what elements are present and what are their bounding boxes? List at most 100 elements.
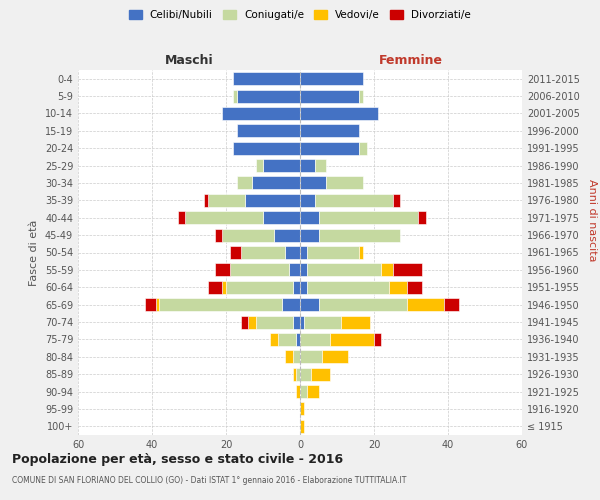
Bar (185, 211, 263, 224)
Bar (319, 228, 400, 241)
Bar (300, 402, 304, 415)
Bar (271, 333, 278, 346)
Bar (300, 420, 304, 433)
Bar (256, 159, 263, 172)
Bar (319, 211, 418, 224)
Bar (278, 333, 296, 346)
Bar (300, 280, 307, 294)
Bar (248, 316, 256, 328)
Text: Maschi: Maschi (164, 54, 214, 66)
Legend: Celibi/Nubili, Coniugati/e, Vedovi/e, Divorziati/e: Celibi/Nubili, Coniugati/e, Vedovi/e, Di… (129, 10, 471, 20)
Bar (300, 385, 307, 398)
Bar (300, 124, 359, 138)
Bar (311, 368, 329, 380)
Bar (237, 124, 300, 138)
Bar (300, 90, 359, 102)
Bar (233, 90, 237, 102)
Bar (392, 264, 422, 276)
Bar (329, 333, 374, 346)
Bar (359, 90, 363, 102)
Bar (245, 194, 300, 207)
Text: Femmine: Femmine (379, 54, 443, 66)
Bar (237, 176, 252, 190)
Bar (223, 280, 226, 294)
Bar (289, 264, 300, 276)
Text: Anni di nascita: Anni di nascita (587, 179, 597, 261)
Bar (285, 246, 300, 259)
Bar (293, 350, 300, 364)
Bar (341, 316, 370, 328)
Bar (445, 298, 459, 311)
Bar (300, 298, 319, 311)
Bar (315, 194, 392, 207)
Bar (382, 264, 392, 276)
Y-axis label: Fasce di età: Fasce di età (29, 220, 39, 286)
Bar (178, 211, 185, 224)
Bar (215, 228, 223, 241)
Bar (256, 316, 293, 328)
Bar (241, 316, 248, 328)
Bar (223, 107, 300, 120)
Bar (300, 228, 319, 241)
Bar (300, 72, 363, 85)
Bar (281, 298, 300, 311)
Bar (300, 107, 378, 120)
Bar (263, 211, 300, 224)
Bar (300, 194, 315, 207)
Bar (300, 368, 311, 380)
Bar (307, 264, 382, 276)
Bar (204, 194, 208, 207)
Bar (389, 280, 407, 294)
Bar (233, 142, 300, 154)
Bar (226, 280, 293, 294)
Bar (285, 350, 293, 364)
Bar (252, 176, 300, 190)
Bar (300, 211, 319, 224)
Bar (274, 228, 300, 241)
Bar (293, 368, 296, 380)
Bar (296, 385, 300, 398)
Bar (300, 264, 307, 276)
Bar (296, 333, 300, 346)
Bar (322, 350, 348, 364)
Bar (208, 194, 245, 207)
Bar (319, 298, 407, 311)
Text: Popolazione per età, sesso e stato civile - 2016: Popolazione per età, sesso e stato civil… (12, 452, 343, 466)
Bar (304, 316, 341, 328)
Bar (392, 194, 400, 207)
Bar (315, 159, 326, 172)
Bar (223, 228, 274, 241)
Bar (145, 298, 156, 311)
Bar (307, 385, 319, 398)
Bar (300, 176, 326, 190)
Bar (300, 159, 315, 172)
Bar (233, 72, 300, 85)
Bar (156, 298, 160, 311)
Bar (418, 211, 426, 224)
Bar (160, 298, 281, 311)
Bar (230, 246, 241, 259)
Bar (215, 264, 230, 276)
Bar (237, 90, 300, 102)
Bar (300, 246, 307, 259)
Bar (374, 333, 382, 346)
Bar (263, 159, 300, 172)
Bar (300, 316, 304, 328)
Bar (300, 333, 329, 346)
Bar (293, 280, 300, 294)
Bar (407, 298, 445, 311)
Bar (300, 350, 322, 364)
Bar (208, 280, 223, 294)
Text: COMUNE DI SAN FLORIANO DEL COLLIO (GO) - Dati ISTAT 1° gennaio 2016 - Elaborazio: COMUNE DI SAN FLORIANO DEL COLLIO (GO) -… (12, 476, 406, 485)
Bar (293, 316, 300, 328)
Bar (359, 246, 363, 259)
Bar (241, 246, 285, 259)
Bar (307, 280, 389, 294)
Bar (359, 142, 367, 154)
Bar (300, 142, 359, 154)
Bar (307, 246, 359, 259)
Bar (296, 368, 300, 380)
Bar (326, 176, 363, 190)
Bar (230, 264, 289, 276)
Bar (407, 280, 422, 294)
